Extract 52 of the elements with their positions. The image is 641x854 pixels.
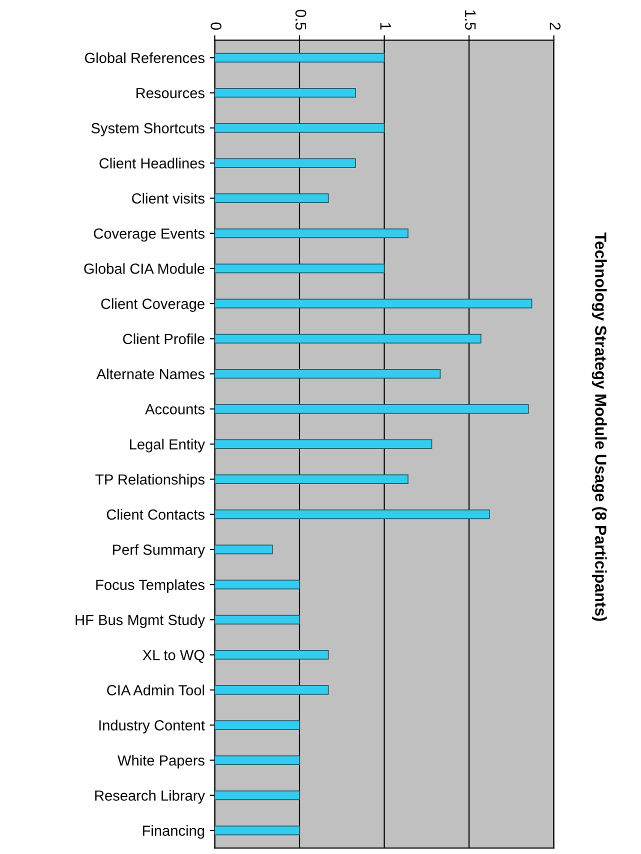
y-tick-label: Financing [142, 825, 204, 839]
text: Technology Strategy Module Usage (8 Participants) [592, 232, 607, 621]
bar [214, 158, 356, 168]
bar [214, 264, 385, 274]
bar [214, 580, 300, 590]
bar [214, 510, 490, 520]
bar [214, 123, 385, 133]
y-tick-label: White Papers [118, 754, 204, 769]
y-tick-label: Perf Summary [113, 544, 205, 558]
bar [214, 826, 300, 836]
bar [214, 755, 300, 766]
y-tick-label: Research Library [95, 790, 205, 804]
bar [214, 614, 300, 625]
bar [214, 685, 329, 695]
bar [214, 193, 329, 204]
y-tick-label: Resources [136, 88, 204, 98]
y-tick-label: Client Coverage [101, 298, 204, 312]
y-tick-label: Client Contacts [106, 509, 204, 520]
y-tick-label: XL to WQ [142, 650, 204, 663]
bar [214, 790, 300, 800]
bar [214, 334, 482, 344]
bar [214, 439, 432, 449]
bar [214, 544, 273, 554]
bar [214, 720, 300, 730]
y-tick-label: CIA Admin Tool [107, 684, 204, 696]
y-tick-label: Global References [84, 52, 204, 64]
bar [214, 650, 329, 660]
bar [214, 228, 408, 238]
bar [214, 298, 532, 308]
x-tick-label: 0.5 [295, 10, 306, 30]
y-tick-label: Industry Content [99, 720, 205, 734]
y-tick-label: Client Profile [123, 333, 204, 344]
y-tick-label: Legal Entity [130, 438, 205, 452]
x-tick-label: 1.5 [464, 10, 476, 30]
y-tick-label: Global CIA Module [84, 263, 204, 274]
y-tick-label: Client visits [132, 192, 204, 204]
x-tick-label: 1 [380, 23, 391, 30]
y-tick-label: Accounts [145, 404, 204, 414]
y-tick-label: TP Relationships [95, 474, 204, 488]
y-tick-label: System Shortcuts [91, 122, 204, 136]
y-tick-label: Alternate Names [96, 368, 204, 380]
bar [214, 369, 441, 379]
y-tick-label: Coverage Events [94, 228, 204, 242]
x-tick-label: 2 [550, 22, 561, 30]
bar [214, 404, 529, 414]
y-tick-label: HF Bus Mgmt Study [76, 614, 205, 628]
y-tick-label: Client Headlines [100, 158, 204, 169]
y-tick-label: Focus Templates [96, 579, 204, 593]
bar [214, 52, 385, 63]
bar [214, 88, 356, 98]
bar [214, 474, 408, 484]
x-tick-label: 0 [210, 22, 222, 30]
